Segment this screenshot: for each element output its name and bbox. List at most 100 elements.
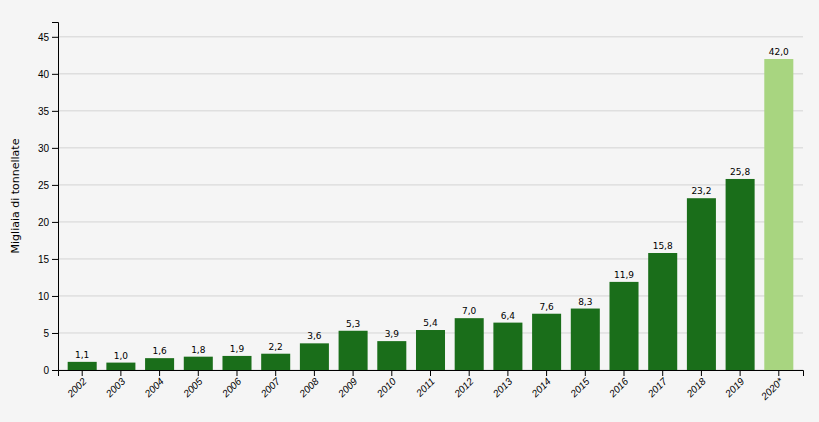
data-label: 1,1 xyxy=(75,350,89,360)
data-label: 6,4 xyxy=(501,311,516,321)
y-tick: 25 xyxy=(38,180,58,191)
bar xyxy=(764,59,793,370)
x-tick-label: 2007 xyxy=(258,375,283,400)
y-tick-mark xyxy=(52,333,58,334)
y-tick: 45 xyxy=(38,32,58,43)
y-tick-label: 15 xyxy=(38,254,50,265)
bar xyxy=(184,357,213,370)
y-axis: 051015202530354045 xyxy=(38,23,59,376)
x-tick: 2014 xyxy=(529,370,554,400)
x-tick: 2007 xyxy=(258,370,283,400)
bar xyxy=(571,309,600,370)
x-tick: 2013 xyxy=(490,370,515,400)
data-label: 1,8 xyxy=(191,345,206,355)
x-tick-mark xyxy=(662,370,663,376)
grid-line xyxy=(58,110,803,111)
data-label: 8,3 xyxy=(578,297,592,307)
y-tick-label: 10 xyxy=(38,291,50,302)
x-tick-mark xyxy=(353,370,354,376)
x-tick: 2006 xyxy=(219,370,244,400)
x-axis-line xyxy=(59,371,804,377)
x-tick-mark xyxy=(624,370,625,376)
bar xyxy=(726,179,755,370)
data-label: 7,6 xyxy=(539,302,554,312)
bar xyxy=(145,358,174,370)
x-tick-mark xyxy=(198,370,199,376)
data-label: 25,8 xyxy=(730,167,750,177)
x-tick-label: 2015 xyxy=(567,375,592,400)
x-tick-mark xyxy=(82,370,83,376)
y-tick-mark xyxy=(52,148,58,149)
data-label: 3,6 xyxy=(307,331,322,341)
x-tick-mark xyxy=(159,370,160,376)
x-tick: 2005 xyxy=(180,370,205,400)
x-tick: 2002 xyxy=(64,370,89,400)
x-tick-label: 2017 xyxy=(645,375,670,400)
y-tick-label: 20 xyxy=(38,217,50,228)
y-tick-label: 25 xyxy=(38,180,50,191)
data-label: 42,0 xyxy=(769,47,789,57)
x-tick-mark xyxy=(507,370,508,376)
x-tick-mark xyxy=(585,370,586,376)
bar xyxy=(106,363,135,370)
y-tick: 30 xyxy=(38,143,58,154)
x-tick-label: 2018 xyxy=(684,375,709,400)
y-tick-mark xyxy=(52,296,58,297)
y-tick-label: 35 xyxy=(38,106,50,117)
data-label: 5,4 xyxy=(423,318,438,328)
x-tick-label: 2008 xyxy=(297,375,322,400)
x-tick-label: 2012 xyxy=(451,375,476,400)
x-tick-mark xyxy=(701,370,702,376)
data-label: 1,0 xyxy=(114,351,129,361)
x-tick-label: 2013 xyxy=(490,375,515,400)
y-tick: 15 xyxy=(38,254,58,265)
chart-container: 0510152025303540452002200320042005200620… xyxy=(0,0,819,422)
x-tick-mark xyxy=(469,370,470,376)
y-tick: 0 xyxy=(43,365,58,376)
x-tick-label: 2014 xyxy=(529,375,554,400)
y-tick-mark xyxy=(52,111,58,112)
x-tick: 2017 xyxy=(645,370,670,400)
x-tick-mark xyxy=(314,370,315,376)
bars xyxy=(68,59,794,370)
x-tick-label: 2003 xyxy=(103,375,128,400)
data-label: 1,9 xyxy=(230,344,245,354)
bar xyxy=(455,318,484,370)
y-tick-label: 45 xyxy=(38,32,50,43)
plot: 0510152025303540452002200320042005200620… xyxy=(38,23,804,403)
y-tick-mark xyxy=(52,185,58,186)
bar xyxy=(300,343,329,370)
data-label: 11,9 xyxy=(614,270,634,280)
data-labels: 1,11,01,61,81,92,23,65,33,95,47,06,47,68… xyxy=(75,47,789,361)
bar xyxy=(609,282,638,370)
x-tick-label: 2020* xyxy=(758,375,786,403)
x-tick: 2011 xyxy=(413,370,437,399)
x-tick-mark xyxy=(546,370,547,376)
x-tick-mark xyxy=(430,370,431,376)
data-label: 7,0 xyxy=(462,306,477,316)
bar xyxy=(222,356,251,370)
x-tick: 2009 xyxy=(335,370,360,400)
y-axis-title: Migliaia di tonnellate xyxy=(9,138,22,253)
y-tick-mark xyxy=(52,74,58,75)
x-tick: 2019 xyxy=(722,370,747,400)
grid xyxy=(58,37,803,370)
x-tick-mark xyxy=(236,370,237,376)
x-tick-label: 2011 xyxy=(413,376,437,400)
x-tick: 2020* xyxy=(758,370,786,403)
x-tick-label: 2005 xyxy=(180,375,205,400)
y-tick: 20 xyxy=(38,217,58,228)
data-label: 3,9 xyxy=(385,329,400,339)
y-axis-line xyxy=(52,23,59,371)
data-label: 15,8 xyxy=(653,241,673,251)
y-tick: 10 xyxy=(38,291,58,302)
data-label: 5,3 xyxy=(346,319,360,329)
bar xyxy=(339,331,368,370)
bar xyxy=(68,362,97,370)
x-axis: 2002200320042005200620072008200920102011… xyxy=(59,370,804,403)
bar xyxy=(687,198,716,370)
data-label: 23,2 xyxy=(691,186,711,196)
x-tick-label: 2006 xyxy=(219,375,244,400)
chart: 0510152025303540452002200320042005200620… xyxy=(0,0,819,422)
data-label: 1,6 xyxy=(152,346,167,356)
